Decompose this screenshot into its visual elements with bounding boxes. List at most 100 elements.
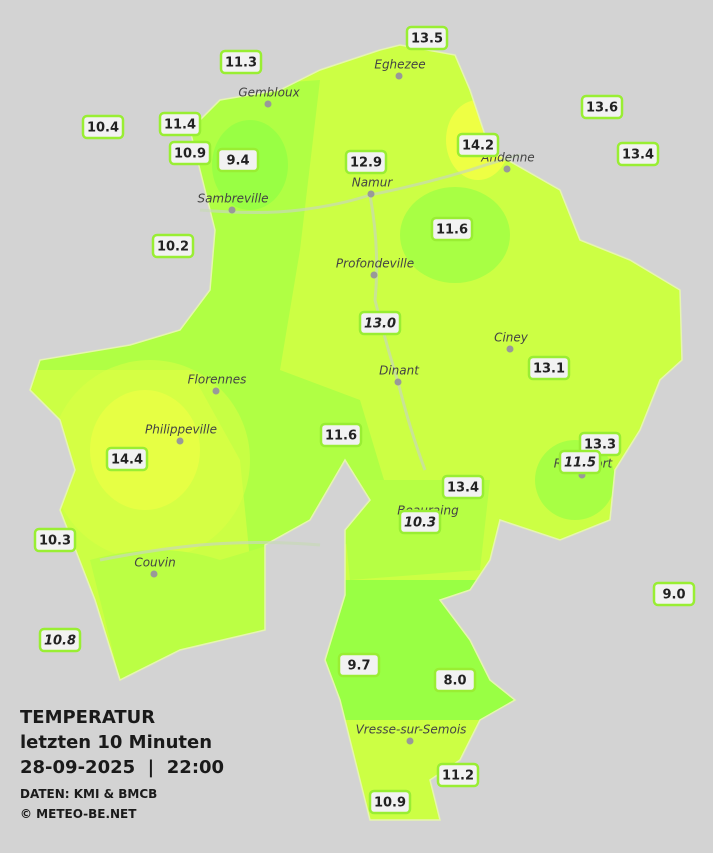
station-box (433, 667, 477, 693)
station-box (558, 449, 602, 475)
station: 8.0 (433, 667, 477, 693)
info-period: letzten 10 Minuten (20, 732, 212, 753)
station-value: 10.3 (404, 516, 436, 531)
town-dot (212, 387, 220, 395)
station-box (405, 25, 449, 51)
station-value: 9.4 (226, 154, 249, 169)
town-dot (406, 737, 414, 745)
station: 11.3 (219, 49, 263, 75)
town-dot (503, 165, 511, 173)
station-value: 13.0 (364, 317, 396, 332)
station: 11.6 (319, 422, 363, 448)
town-label: Namur (352, 176, 394, 190)
station-box (158, 111, 202, 137)
station: 13.4 (616, 141, 660, 167)
town-dot (150, 570, 158, 578)
station-value: 12.9 (350, 156, 382, 171)
station-value: 10.2 (157, 240, 189, 255)
station-box (151, 233, 195, 259)
town-dot (395, 72, 403, 80)
station-value: 10.3 (39, 534, 71, 549)
station-value: 11.6 (325, 429, 357, 444)
station: 11.4 (158, 111, 202, 137)
towns: EghezeeGemblouxAndenneNamurSambrevillePr… (134, 58, 614, 745)
station-box (652, 581, 696, 607)
town-dot (367, 190, 375, 198)
station-value: 13.4 (447, 481, 479, 496)
town-dot (176, 437, 184, 445)
info-source: DATEN: KMI & BMCB (20, 787, 157, 801)
town-dot (506, 345, 514, 353)
station: 10.9 (368, 789, 412, 815)
station-value: 9.7 (347, 659, 370, 674)
station: 10.8 (38, 627, 82, 653)
station-box (168, 140, 212, 166)
town-label: Gembloux (238, 86, 300, 100)
station-box (358, 310, 402, 336)
station: 10.3 (398, 509, 442, 535)
station-value: 13.5 (411, 32, 443, 47)
station: 10.9 (168, 140, 212, 166)
town-dot (394, 378, 402, 386)
station-box (456, 132, 500, 158)
station-box (337, 652, 381, 678)
station: 13.0 (358, 310, 402, 336)
station: 13.5 (405, 25, 449, 51)
station-value: 11.2 (442, 769, 474, 784)
station-box (38, 627, 82, 653)
town-label: Florennes (188, 373, 247, 387)
town-dot (370, 271, 378, 279)
town-label: Philippeville (145, 423, 217, 437)
station: 13.6 (580, 94, 624, 120)
station: 11.6 (430, 216, 474, 242)
town-label: Sambreville (197, 192, 268, 206)
station-value: 13.1 (533, 362, 565, 377)
stations: 13.5 11.3 13.6 10.4 11.4 14.2 10.9 9.4 12.9 13.4 1… (33, 25, 696, 815)
station-box (81, 114, 125, 140)
station: 10.3 (33, 527, 77, 553)
station-box (441, 474, 485, 500)
station-box (436, 762, 480, 788)
station-box (398, 509, 442, 535)
station: 14.2 (456, 132, 500, 158)
station-box (344, 149, 388, 175)
info-datetime: 28-09-2025 | 22:00 (20, 757, 224, 778)
town-label: Ciney (494, 331, 529, 345)
station-box (105, 446, 149, 472)
town-label: Profondeville (336, 257, 414, 271)
station-value: 8.0 (443, 674, 466, 689)
station: 10.4 (81, 114, 125, 140)
station-box (368, 789, 412, 815)
station-value: 11.3 (225, 56, 257, 71)
station-box (430, 216, 474, 242)
info-title: TEMPERATUR (20, 707, 155, 728)
town-label: Dinant (379, 364, 420, 378)
station: 13.4 (441, 474, 485, 500)
town-label: Vresse-sur-Semois (356, 723, 467, 737)
station: 9.4 (216, 147, 260, 173)
station-box (580, 94, 624, 120)
station-value: 14.2 (462, 139, 494, 154)
station-value: 10.4 (87, 121, 119, 136)
station-box (616, 141, 660, 167)
station-value: 9.0 (662, 588, 685, 603)
station-box (219, 49, 263, 75)
station-value: 11.5 (564, 456, 596, 471)
station-value: 11.4 (164, 118, 196, 133)
town-label: Couvin (134, 556, 175, 570)
station-box (216, 147, 260, 173)
station: 9.0 (652, 581, 696, 607)
town-dot (264, 100, 272, 108)
town-label: Eghezee (374, 58, 425, 72)
info-copyright: © METEO-BE.NET (20, 807, 137, 821)
station: 13.1 (527, 355, 571, 381)
station: 10.2 (151, 233, 195, 259)
station-value: 13.4 (622, 148, 654, 163)
station-box (33, 527, 77, 553)
town-dot (228, 206, 236, 214)
station-value: 11.6 (436, 223, 468, 238)
station: 9.7 (337, 652, 381, 678)
station-value: 10.8 (44, 634, 76, 649)
station: 14.4 (105, 446, 149, 472)
